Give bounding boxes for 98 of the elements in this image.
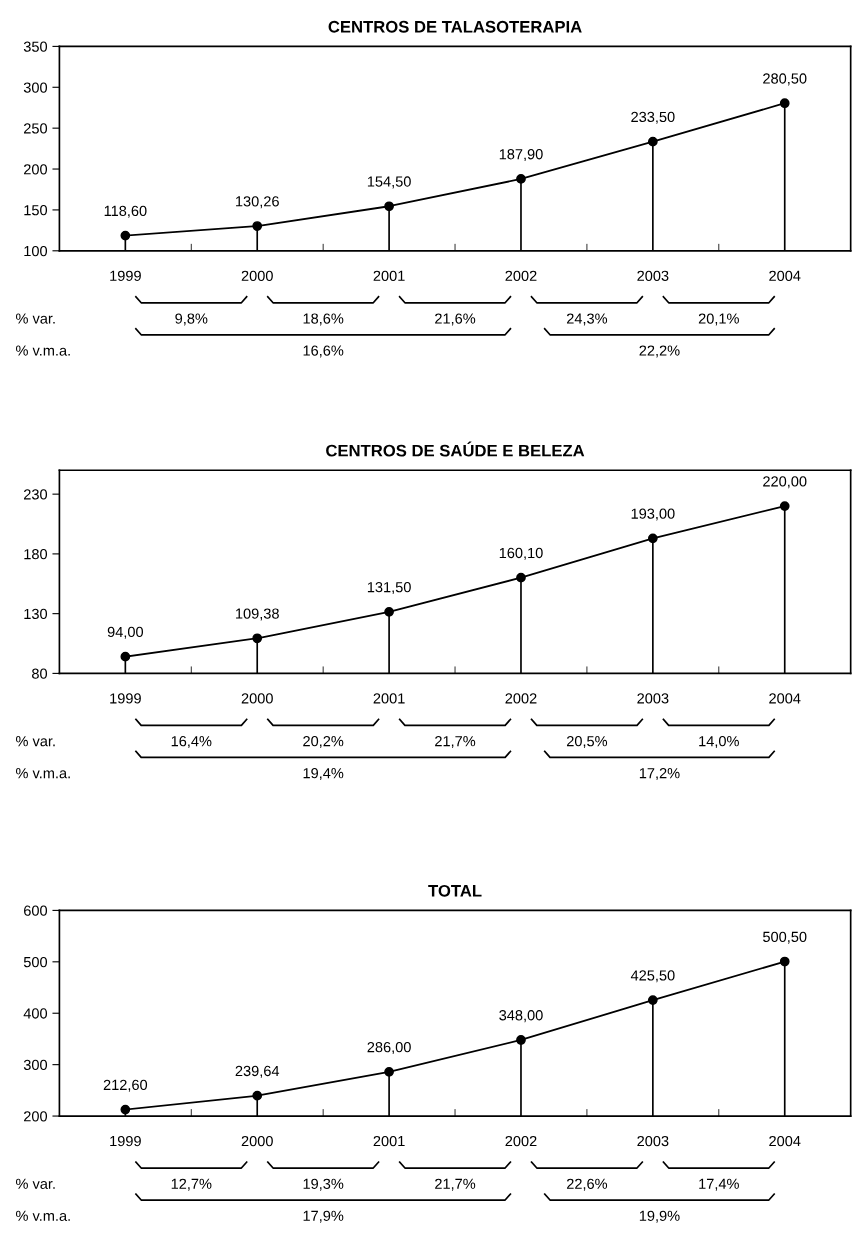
data-label: 118,60 (104, 205, 147, 218)
x-tick-label: 1999 (110, 693, 141, 704)
point (252, 221, 263, 231)
x-tick-label: 2002 (505, 693, 537, 704)
data-label: 280,50 (763, 73, 807, 86)
text: 12,7% (171, 1178, 212, 1191)
point (779, 501, 790, 511)
text: % var. (16, 1178, 55, 1189)
data-label: 193,00 (631, 508, 675, 521)
point (516, 174, 526, 184)
data-label: 212,60 (103, 1079, 148, 1092)
text: 17,9% (303, 1210, 344, 1223)
text: 16,6% (303, 345, 344, 358)
point (252, 633, 263, 644)
y-tick-label: 80 (32, 668, 48, 679)
data-label: 286,00 (367, 1041, 411, 1055)
text: % v.m.a. (16, 345, 70, 356)
data-label: 109,38 (236, 608, 279, 621)
data-label: 94,00 (107, 626, 144, 639)
y-tick-label: 300 (23, 82, 48, 93)
y-tick-label: 150 (24, 205, 48, 216)
x-tick-label: 1999 (110, 270, 141, 281)
x-tick-label: 2000 (241, 1135, 273, 1147)
point (647, 136, 658, 147)
x-tick-label: 2003 (637, 693, 669, 704)
point (779, 956, 790, 967)
y-tick-label: 300 (23, 1059, 48, 1071)
point (516, 1035, 526, 1045)
y-tick-label: 600 (24, 905, 48, 916)
data-label: 233,50 (631, 111, 675, 124)
point (120, 230, 131, 241)
text: 24,3% (566, 313, 608, 326)
x-tick-label: 2001 (373, 1135, 405, 1147)
x-tick-label: 2002 (505, 1135, 537, 1147)
text: % var. (16, 313, 55, 324)
text: 21,7% (435, 735, 476, 749)
x-tick-label: 2004 (769, 693, 801, 704)
y-tick-label: 230 (24, 489, 48, 500)
x-tick-label: 1999 (110, 1135, 141, 1147)
data-label: 348,00 (499, 1010, 543, 1023)
x-tick-label: 2004 (769, 1135, 801, 1147)
text: 22,6% (566, 1178, 608, 1191)
point (252, 1090, 263, 1101)
text: 9,8% (175, 313, 208, 326)
text: 20,5% (566, 735, 608, 749)
text: 17,2% (639, 767, 680, 781)
text: % v.m.a. (16, 1210, 70, 1221)
text: 18,6% (303, 313, 344, 326)
y-tick-label: 250 (24, 123, 48, 134)
y-tick-label: 500 (23, 956, 48, 968)
point (384, 606, 394, 617)
point (516, 572, 526, 583)
data-label: 187,90 (499, 149, 543, 162)
x-tick-label: 2000 (241, 693, 273, 704)
data-label: 220,00 (763, 476, 807, 489)
text: 21,6% (435, 313, 476, 326)
text: 14,0% (699, 735, 739, 749)
x-tick-label: 2003 (637, 1135, 669, 1147)
x-tick-label: 2001 (373, 270, 405, 281)
text: % var. (16, 736, 55, 747)
y-tick-label: 200 (24, 164, 48, 175)
y-tick-label: 130 (24, 608, 48, 620)
x-tick-label: 2003 (637, 270, 669, 281)
point (647, 995, 658, 1005)
x-tick-label: 2004 (769, 270, 801, 281)
text: 22,2% (639, 345, 680, 358)
point (384, 201, 394, 212)
text: 19,9% (639, 1210, 680, 1223)
text: 21,7% (435, 1178, 476, 1191)
y-tick-label: 100 (24, 245, 48, 257)
point (647, 533, 658, 544)
data-label: 239,64 (235, 1065, 280, 1078)
text: 16,4% (171, 735, 212, 749)
text: 20,2% (303, 735, 344, 749)
x-tick-label: 2002 (505, 270, 537, 281)
text: % v.m.a. (16, 768, 70, 779)
y-tick-label: 400 (23, 1008, 48, 1019)
text: 19,4% (303, 767, 344, 781)
y-tick-label: 350 (23, 41, 48, 52)
data-label: 160,10 (499, 547, 543, 560)
point (384, 1066, 394, 1077)
data-label: 500,50 (763, 931, 807, 944)
x-tick-label: 2001 (373, 693, 405, 704)
text: 19,3% (303, 1178, 344, 1191)
x-tick-label: 2000 (241, 270, 273, 281)
y-tick-label: 200 (24, 1111, 48, 1122)
y-tick-label: 180 (24, 549, 48, 560)
data-label: 425,50 (630, 970, 675, 983)
chart-title: CENTROS DE SAÚDE E BELEZA (326, 441, 585, 457)
text: 17,4% (699, 1178, 739, 1191)
text: 20,1% (698, 313, 739, 326)
point (779, 98, 790, 109)
chart-title: CENTROS DE TALASOTERAPIA (328, 20, 582, 33)
data-label: 131,50 (367, 581, 411, 595)
data-label: 130,26 (236, 196, 279, 209)
point (120, 651, 131, 662)
chart-title: TOTAL (428, 884, 482, 897)
data-label: 154,50 (367, 176, 411, 189)
